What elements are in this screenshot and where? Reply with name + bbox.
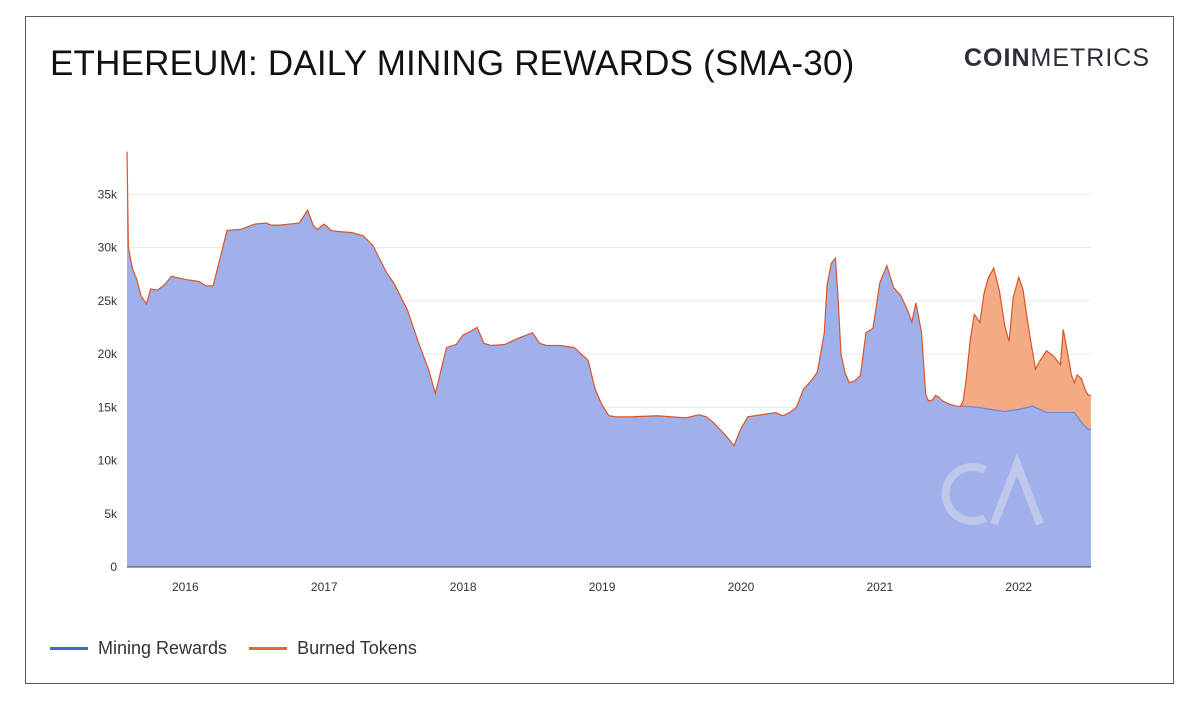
x-tick-label: 2017 (311, 580, 338, 594)
x-tick-label: 2020 (728, 580, 755, 594)
legend-swatch-mining-rewards (50, 647, 88, 650)
coinmetrics-logo: COINMETRICS (964, 44, 1150, 73)
x-tick-label: 2019 (589, 580, 616, 594)
mining-rewards-line-late (963, 405, 1092, 431)
legend-label-burned-tokens: Burned Tokens (297, 638, 417, 658)
y-tick-label: 35k (98, 187, 118, 201)
x-tick-label: 2016 (172, 580, 199, 594)
chart-axes: 0 5k 10k 15k 20k 25k 30k 35k 2016 2017 2018 2019 202… (98, 187, 1091, 594)
y-tick-label: 20k (98, 347, 118, 361)
mining-rewards-line (126, 151, 964, 447)
brand-light-text: METRICS (1030, 44, 1150, 72)
brand-bold-text: COIN (964, 44, 1031, 72)
y-tick-label: 15k (98, 400, 118, 414)
cm-watermark-icon (941, 452, 1044, 526)
x-tick-label: 2022 (1005, 580, 1032, 594)
legend-swatch-burned-tokens (249, 647, 288, 650)
burned-tokens-area (960, 268, 1091, 430)
legend-item-burned-tokens[interactable]: Burned Tokens (249, 638, 417, 659)
y-tick-label: 5k (104, 507, 118, 521)
chart-areas (126, 151, 1092, 567)
x-tick-label: 2018 (450, 580, 477, 594)
legend-label-mining-rewards: Mining Rewards (98, 638, 228, 658)
watermark-c-shape (941, 463, 987, 525)
y-tick-label: 25k (98, 294, 118, 308)
chart-title: ETHEREUM: DAILY MINING REWARDS (SMA-30) (50, 44, 855, 83)
y-tick-label: 0 (110, 560, 117, 574)
y-tick-label: 30k (98, 241, 118, 255)
mining-rewards-area (127, 151, 1091, 567)
x-tick-label: 2021 (867, 580, 894, 594)
legend: Mining Rewards Burned Tokens (50, 638, 417, 659)
watermark-m-shape (990, 452, 1044, 526)
y-tick-label: 10k (98, 454, 118, 468)
legend-item-mining-rewards[interactable]: Mining Rewards (50, 638, 227, 659)
burned-tokens-line (959, 266, 1092, 407)
